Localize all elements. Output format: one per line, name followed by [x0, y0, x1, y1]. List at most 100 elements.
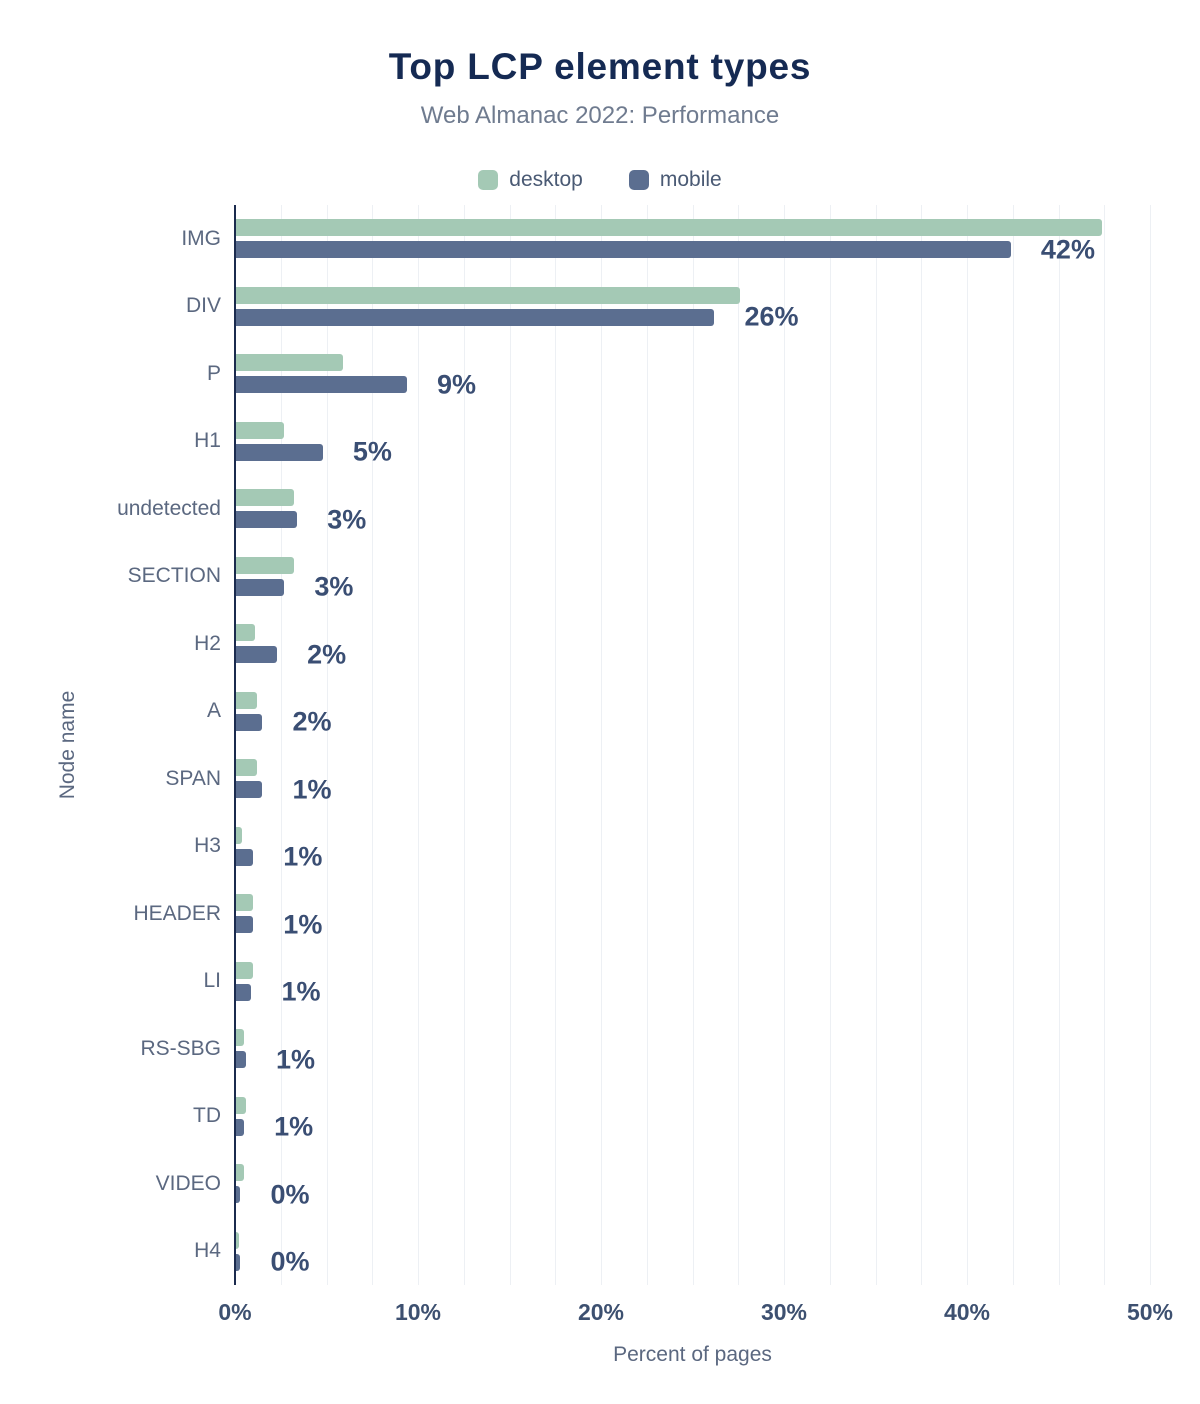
x-tick-label: 50% — [1126, 1299, 1174, 1325]
legend-item-mobile[interactable]: mobile — [628, 168, 722, 192]
gridline — [372, 205, 374, 1285]
category-row: TD 1% — [193, 1083, 1150, 1151]
x-axis-title: Percent of pages — [613, 1343, 772, 1366]
chart-area: Node name IMG 42% DIV 26% P 9% H1 5% undetected 3… — [0, 205, 1200, 1404]
mobile-bar[interactable]: 9% — [235, 369, 476, 399]
bar-group: 1% — [235, 1029, 1150, 1074]
gridline — [829, 205, 831, 1285]
value-label: 2% — [292, 706, 332, 737]
value-label: 9% — [437, 369, 477, 400]
category-row: VIDEO 0% — [156, 1150, 1150, 1218]
desktop-bar[interactable] — [235, 894, 254, 912]
chart-title: Top LCP element types — [388, 46, 812, 87]
x-tick-label: 10% — [394, 1299, 442, 1325]
value-label: 2% — [307, 639, 347, 670]
desktop-bar[interactable] — [235, 759, 257, 777]
bar-group: 0% — [235, 1231, 1150, 1277]
desktop-bar[interactable] — [235, 354, 343, 372]
desktop-bar[interactable] — [235, 556, 294, 574]
category-label: P — [206, 361, 221, 385]
gridline — [921, 205, 923, 1285]
x-tick-label: 0% — [218, 1299, 252, 1325]
category-row: SECTION 3% — [128, 543, 1150, 611]
value-label: 3% — [314, 571, 354, 602]
mobile-bar[interactable]: 2% — [235, 639, 346, 669]
x-tick-label: 40% — [943, 1299, 991, 1325]
category-label: LI — [203, 969, 221, 993]
desktop-bar[interactable] — [235, 489, 294, 507]
value-label: 1% — [283, 841, 323, 872]
value-label: 1% — [274, 1111, 314, 1142]
desktop-bar[interactable] — [235, 1096, 246, 1114]
desktop-bar[interactable] — [235, 219, 1103, 237]
category-row: RS-SBG 1% — [140, 1015, 1150, 1083]
desktop-bar[interactable] — [235, 1029, 245, 1047]
desktop-swatch-icon — [478, 170, 499, 190]
category-label: undetected — [117, 496, 221, 520]
mobile-bar[interactable]: 1% — [235, 909, 322, 939]
gridline — [601, 205, 602, 1285]
desktop-bar[interactable] — [235, 624, 256, 642]
desktop-bar[interactable] — [235, 1164, 245, 1182]
category-row: H2 2% — [194, 610, 1150, 678]
category-label: TD — [193, 1104, 221, 1128]
category-row: H3 1% — [194, 813, 1150, 881]
category-row: P 9% — [207, 340, 1150, 408]
value-label: 1% — [292, 774, 332, 805]
value-label: 42% — [1040, 234, 1095, 265]
mobile-bar[interactable]: 1% — [235, 1112, 313, 1142]
value-label: 0% — [270, 1246, 310, 1277]
desktop-bar[interactable] — [235, 691, 257, 709]
gridline — [646, 205, 648, 1285]
gridline — [738, 205, 740, 1285]
value-label: 0% — [270, 1179, 310, 1210]
legend-item-desktop[interactable]: desktop — [478, 168, 583, 192]
mobile-bar[interactable]: 0% — [235, 1179, 310, 1209]
bar-group: 3% — [235, 556, 1150, 602]
category-label: SECTION — [127, 564, 221, 588]
category-label: H3 — [194, 834, 221, 858]
bar-group: 1% — [235, 826, 1150, 872]
category-row: HEADER 1% — [133, 880, 1150, 948]
mobile-bar[interactable]: 1% — [235, 774, 331, 804]
mobile-bar[interactable]: 1% — [235, 1044, 315, 1074]
desktop-bar[interactable] — [235, 1231, 239, 1249]
gridline — [463, 205, 465, 1285]
category-row: DIV 26% — [186, 273, 1150, 341]
value-label: 1% — [275, 1044, 315, 1075]
desktop-bar[interactable] — [235, 286, 741, 304]
desktop-bar[interactable] — [235, 421, 285, 439]
mobile-bar[interactable]: 1% — [235, 977, 321, 1007]
category-label: HEADER — [133, 901, 221, 925]
category-label: H1 — [194, 429, 221, 453]
mobile-bar[interactable]: 2% — [235, 707, 331, 737]
mobile-bar[interactable]: 26% — [235, 302, 799, 332]
gridline — [1058, 205, 1060, 1285]
x-tick-label: 30% — [760, 1299, 808, 1325]
mobile-swatch-icon — [628, 170, 649, 190]
value-label: 1% — [281, 976, 321, 1007]
bar-group: 26% — [235, 286, 1150, 332]
bar-group: 2% — [235, 691, 1150, 737]
gridline — [692, 205, 694, 1285]
mobile-bar[interactable]: 0% — [235, 1247, 310, 1277]
mobile-bar[interactable]: 42% — [235, 234, 1095, 264]
legend-label-desktop: desktop — [509, 168, 583, 191]
desktop-bar[interactable] — [235, 826, 243, 844]
category-label: IMG — [181, 226, 221, 250]
gridline — [555, 205, 557, 1285]
mobile-bar[interactable]: 1% — [235, 842, 322, 872]
mobile-bar[interactable]: 3% — [235, 572, 353, 602]
bar-group: 1% — [235, 961, 1150, 1007]
y-axis-title: Node name — [56, 690, 79, 800]
mobile-bar[interactable]: 5% — [235, 437, 392, 467]
category-row: LI 1% — [203, 948, 1150, 1016]
desktop-bar[interactable] — [235, 961, 254, 979]
category-label: H4 — [194, 1239, 221, 1263]
legend: desktop mobile — [0, 168, 1200, 192]
bar-group: 9% — [235, 354, 1150, 399]
mobile-bar[interactable]: 3% — [235, 504, 366, 534]
gridline — [418, 205, 419, 1285]
bar-group: 3% — [235, 489, 1150, 534]
